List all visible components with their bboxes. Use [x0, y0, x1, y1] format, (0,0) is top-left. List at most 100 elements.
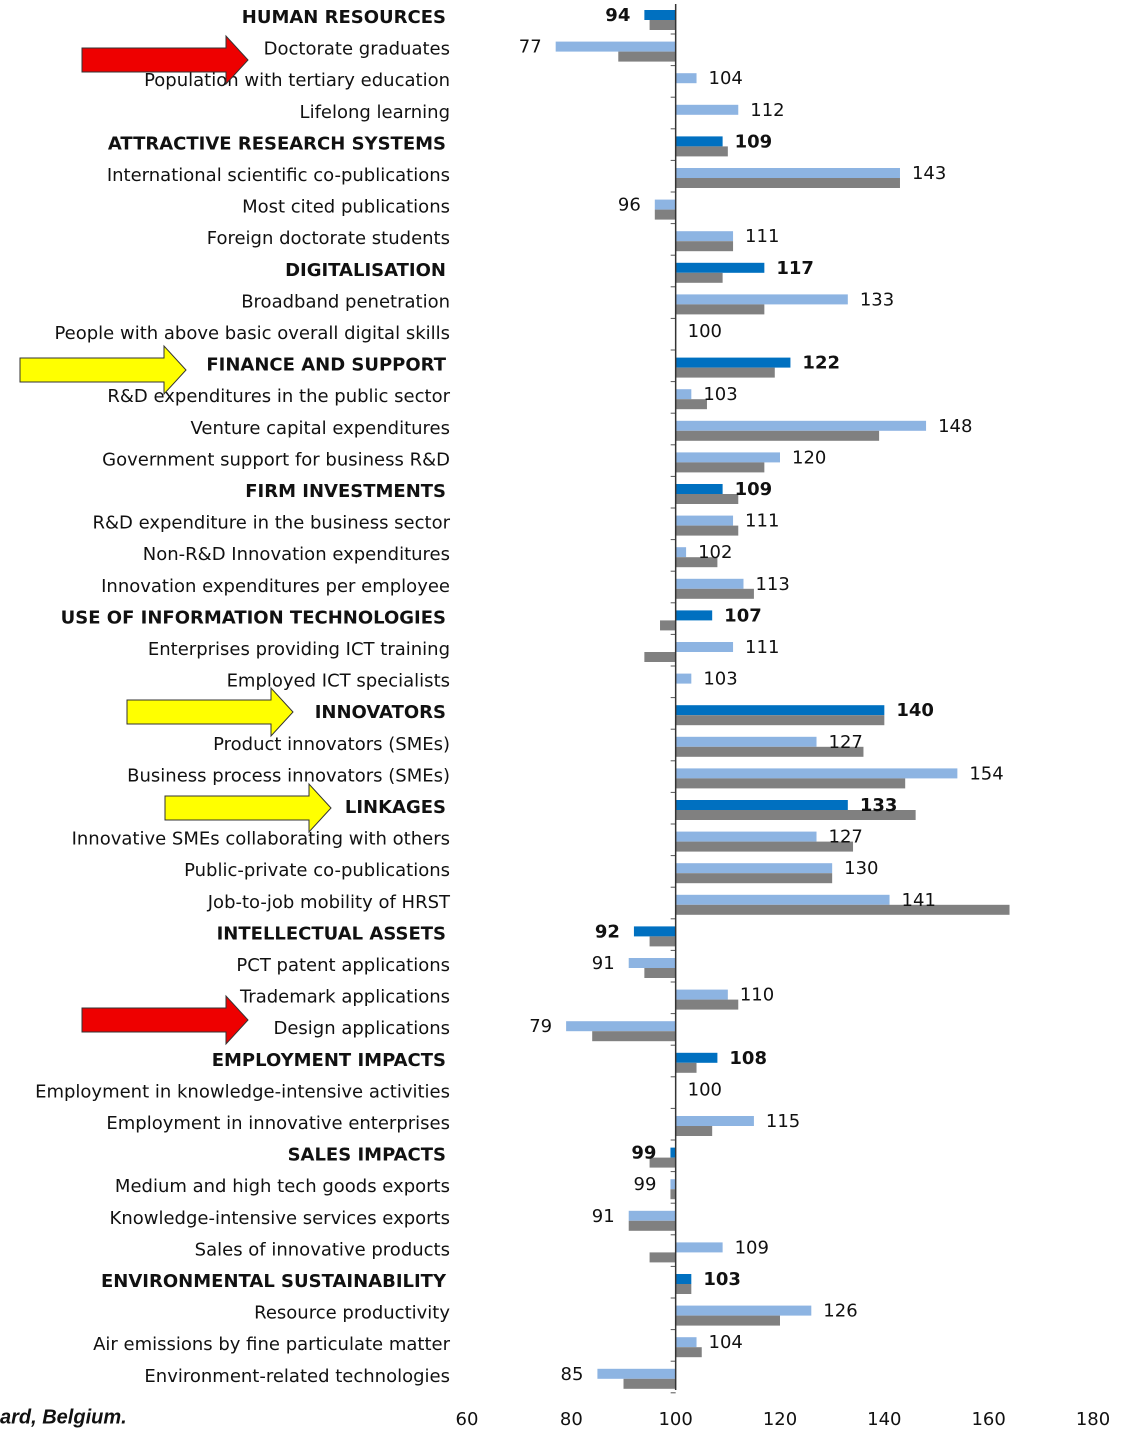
value-label: 133	[860, 795, 898, 816]
x-tick-label: 60	[456, 1409, 479, 1429]
value-label: 92	[595, 921, 620, 942]
value-label: 111	[745, 511, 779, 532]
value-label: 85	[561, 1364, 584, 1385]
category-label: Non-R&D Innovation expenditures	[143, 544, 450, 565]
bar	[649, 1157, 676, 1168]
bar	[675, 367, 775, 378]
category-label: Public-private co-publications	[184, 860, 450, 881]
bar	[675, 1337, 697, 1348]
category-label: Most cited publications	[242, 197, 450, 218]
bar	[675, 1242, 723, 1253]
bar	[675, 515, 734, 526]
x-tick-label: 160	[971, 1409, 1005, 1429]
value-label: 117	[776, 258, 814, 279]
category-label: INTELLECTUAL ASSETS	[217, 923, 446, 944]
bar	[675, 736, 817, 747]
arrow	[81, 34, 249, 86]
value-label: 133	[860, 289, 894, 310]
value-label: 94	[605, 5, 630, 26]
category-label: Employment in knowledge-intensive activi…	[35, 1081, 450, 1102]
bar	[675, 399, 707, 410]
value-label: 103	[703, 669, 737, 690]
bar	[623, 1378, 676, 1389]
bar	[675, 1274, 692, 1284]
value-label: 79	[529, 1016, 552, 1037]
category-label: People with above basic overall digital …	[54, 323, 450, 344]
bar	[649, 936, 676, 947]
category-label: ATTRACTIVE RESEARCH SYSTEMS	[108, 133, 446, 154]
value-label: 130	[844, 858, 878, 879]
value-label: 96	[618, 195, 641, 216]
value-label: 143	[912, 163, 946, 184]
bar	[628, 958, 676, 968]
bar	[675, 642, 734, 652]
bar	[675, 810, 916, 820]
bar	[628, 1210, 676, 1221]
x-tick-label: 140	[867, 1409, 901, 1429]
category-label: Design applications	[273, 1018, 450, 1039]
footnote: ard, Belgium.	[0, 1406, 127, 1428]
bar	[654, 209, 676, 220]
category-label: INNOVATORS	[315, 702, 446, 723]
value-label: 109	[735, 479, 773, 500]
bar	[675, 525, 739, 536]
bar	[675, 904, 1010, 915]
bar	[675, 452, 780, 463]
value-label: 126	[823, 1301, 857, 1322]
bar	[675, 462, 765, 473]
value-label: 103	[703, 1269, 741, 1290]
category-label: Population with tertiary education	[144, 70, 450, 91]
bar	[675, 104, 739, 115]
bar	[675, 873, 833, 884]
bar	[675, 715, 885, 726]
bar	[675, 999, 739, 1010]
bar	[654, 199, 676, 210]
bar	[660, 620, 676, 631]
value-label: 100	[688, 321, 722, 342]
bar	[675, 1116, 754, 1126]
value-label: 120	[792, 447, 826, 468]
bar	[566, 1021, 676, 1032]
category-label: Innovation expenditures per employee	[101, 576, 450, 597]
category-label: SALES IMPACTS	[288, 1145, 446, 1166]
bar	[675, 705, 885, 716]
category-label: FINANCE AND SUPPORT	[206, 355, 446, 376]
bar	[675, 831, 817, 842]
category-label: Government support for business R&D	[102, 449, 450, 470]
value-label: 107	[724, 605, 762, 626]
bar	[670, 1147, 676, 1158]
bar	[675, 610, 713, 621]
value-label: 99	[634, 1174, 657, 1195]
bar	[644, 968, 676, 978]
category-label: Employed ICT specialists	[227, 671, 450, 692]
bar	[675, 494, 739, 504]
category-label: Trademark applications	[239, 987, 450, 1008]
category-label: USE OF INFORMATION TECHNOLOGIES	[61, 607, 446, 628]
bar	[675, 146, 728, 157]
bar	[675, 673, 692, 684]
x-tick-label: 120	[763, 1409, 797, 1429]
bar	[555, 41, 676, 52]
value-label: 91	[592, 953, 615, 974]
value-label: 77	[519, 37, 542, 58]
x-tick-label: 100	[658, 1409, 692, 1429]
bar	[675, 262, 765, 273]
value-label: 91	[592, 1206, 615, 1227]
bar	[649, 20, 676, 30]
bar	[675, 304, 765, 315]
bar	[675, 894, 890, 905]
category-label: Employment in innovative enterprises	[106, 1113, 450, 1134]
bar	[675, 1062, 697, 1073]
category-label: EMPLOYMENT IMPACTS	[212, 1050, 446, 1071]
bar	[649, 1252, 676, 1263]
bar	[633, 926, 676, 937]
bar	[675, 1284, 692, 1294]
bar	[675, 989, 728, 1000]
bar	[618, 51, 676, 62]
category-label: LINKAGES	[345, 797, 446, 818]
value-label: 109	[735, 1237, 769, 1258]
arrow	[19, 344, 187, 396]
bar	[675, 768, 958, 779]
value-label: 100	[688, 1079, 722, 1100]
value-label: 127	[829, 827, 863, 848]
